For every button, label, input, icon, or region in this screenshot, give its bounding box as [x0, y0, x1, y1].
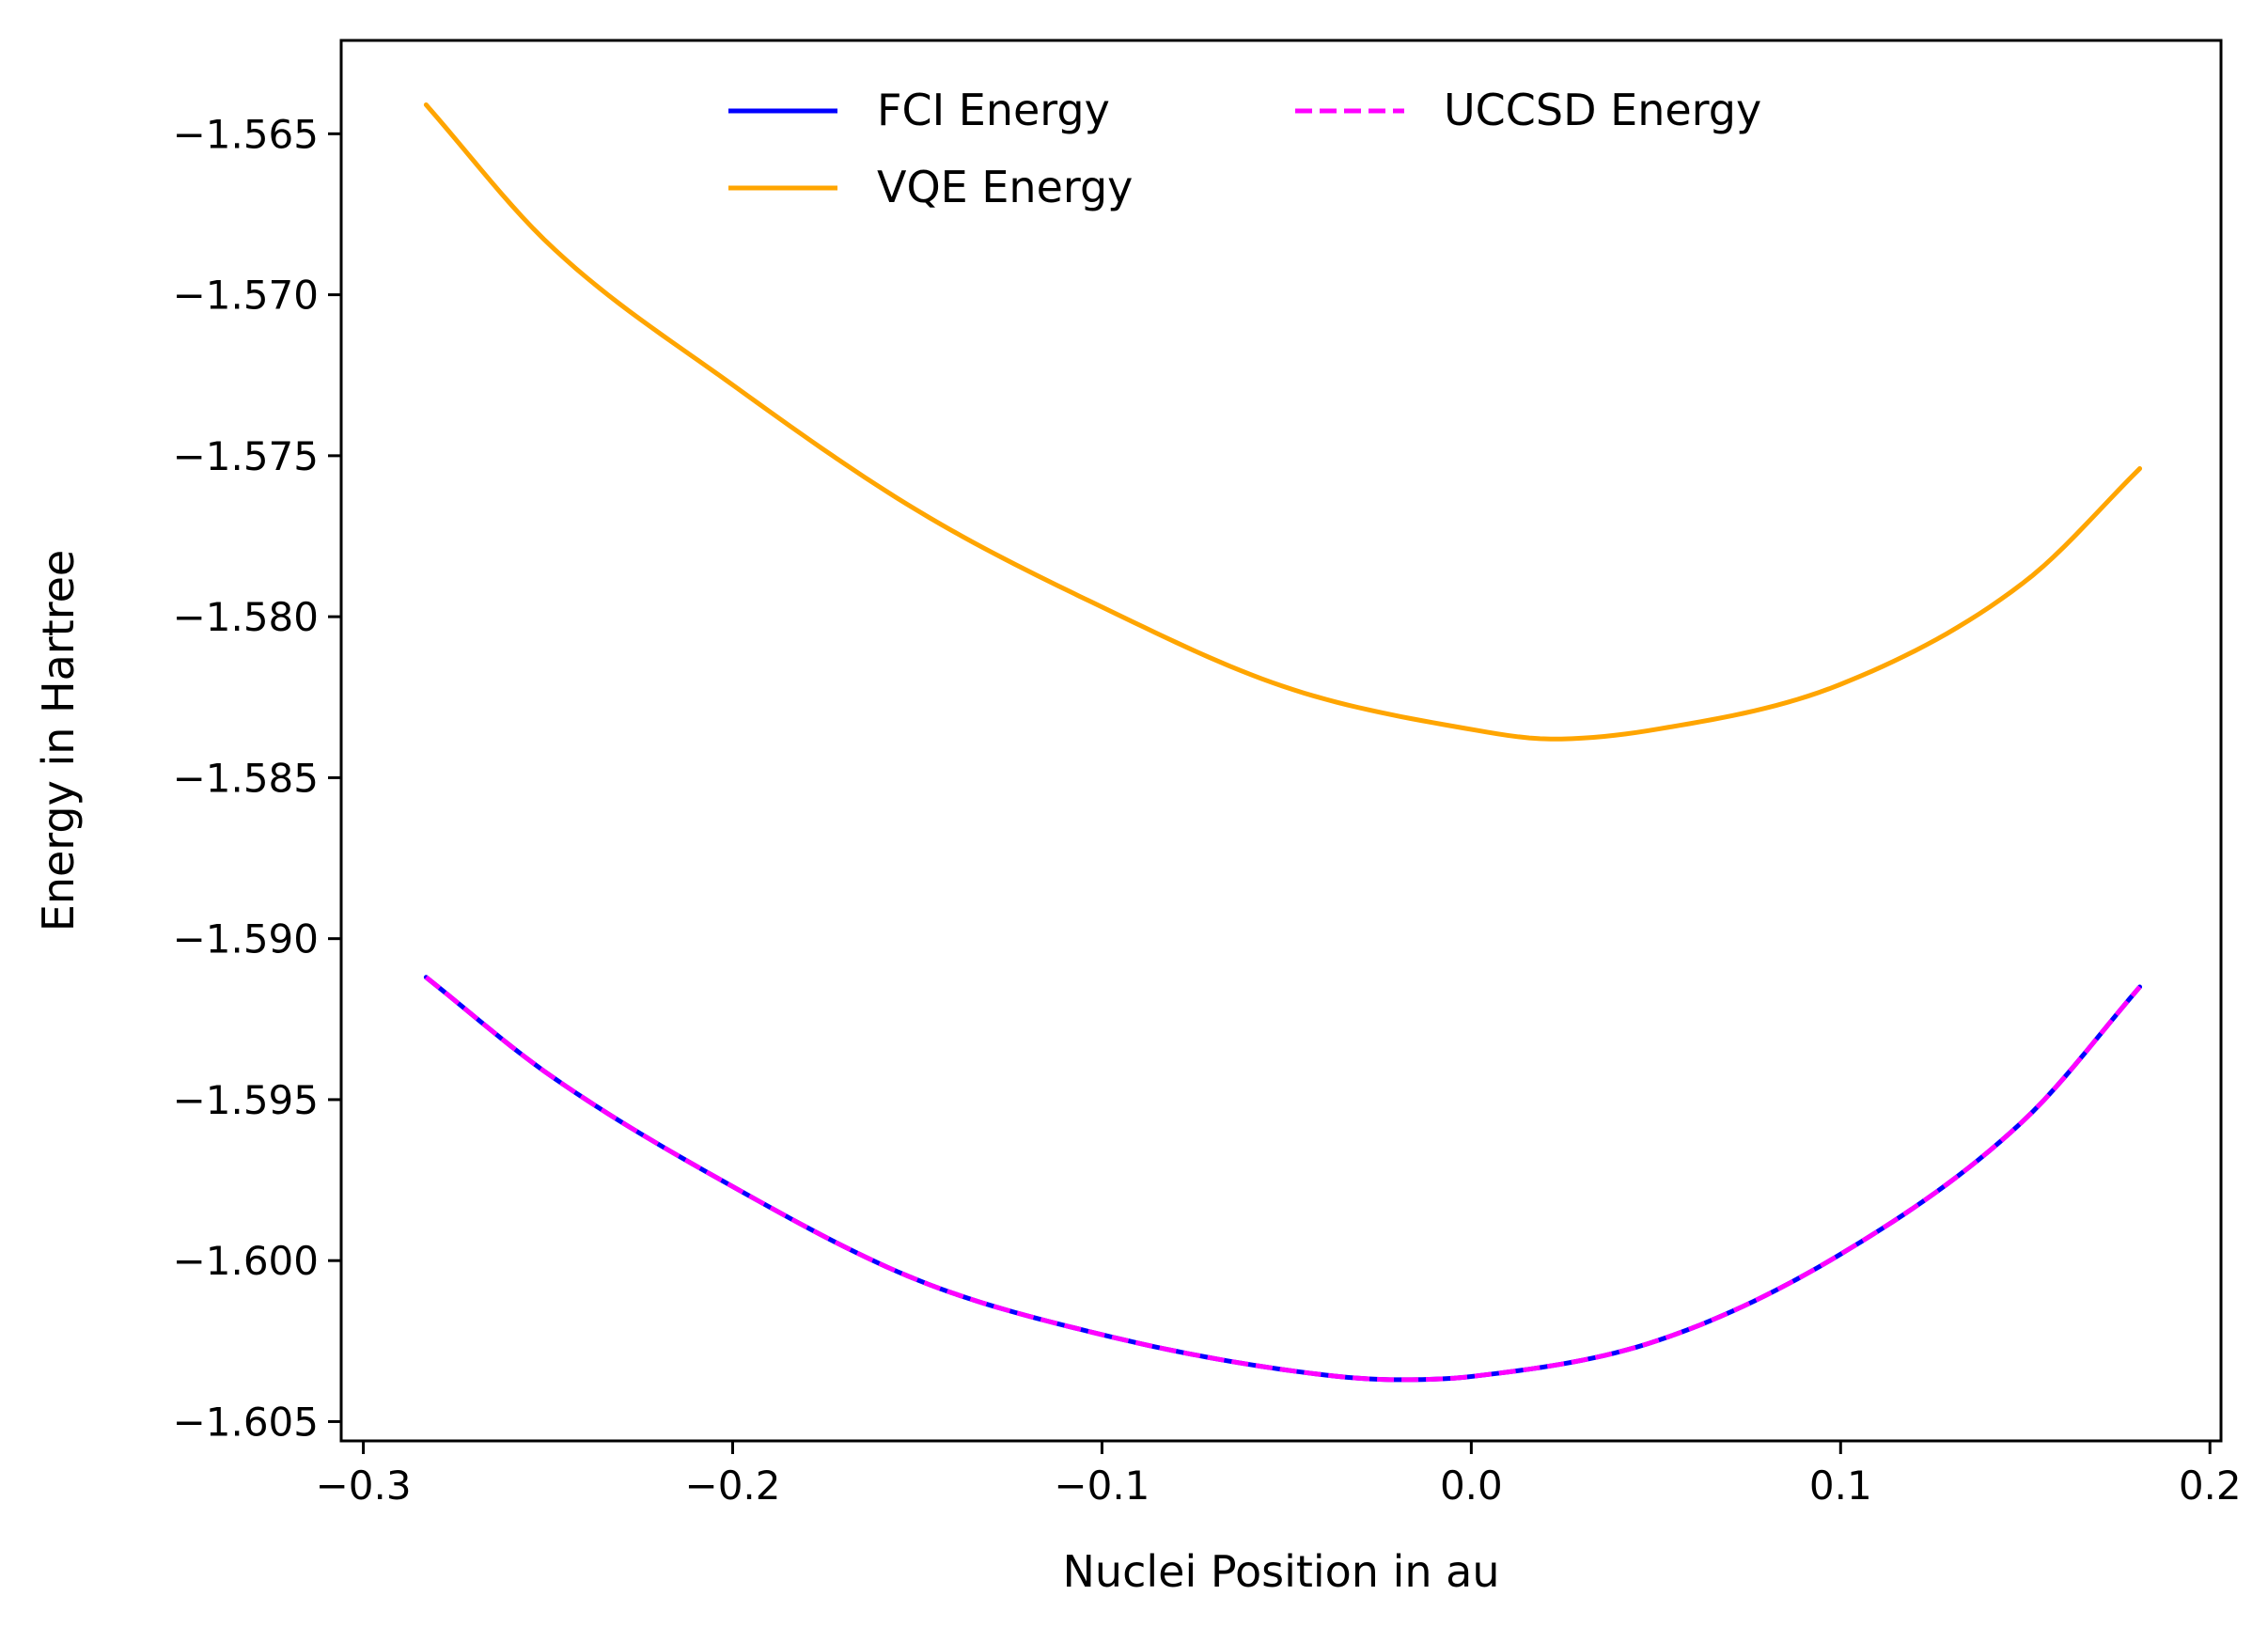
series-line-vqe-energy — [423, 102, 2143, 742]
y-tick-label: −1.595 — [173, 1077, 319, 1123]
x-tick-label: −0.1 — [1054, 1463, 1150, 1509]
y-axis-ticks: −1.565 −1.570 −1.575 −1.580 −1.585 −1.590 −1.5… — [173, 111, 341, 1445]
x-tick-label: 0.1 — [1809, 1463, 1872, 1509]
legend-label-fci-energy: FCI Energy — [877, 85, 1110, 135]
axes-frame — [339, 39, 2223, 1443]
x-axis-ticks: −0.3 −0.2 −0.1 0.0 0.1 0.2 — [316, 1441, 2242, 1509]
y-tick-label: −1.580 — [173, 594, 319, 640]
x-tick-label: −0.3 — [316, 1463, 412, 1509]
series-line-uccsd-energy — [424, 975, 2142, 1383]
series-line-fci-energy — [423, 975, 2143, 1383]
legend-label-vqe-energy: VQE Energy — [877, 162, 1133, 212]
x-tick-label: 0.2 — [2179, 1463, 2242, 1509]
y-tick-label: −1.605 — [173, 1399, 319, 1445]
y-tick-label: −1.575 — [173, 433, 319, 479]
x-axis-label: Nuclei Position in au — [1063, 1546, 1500, 1597]
y-tick-label: −1.600 — [173, 1238, 319, 1284]
plot-area — [423, 102, 2143, 1383]
y-tick-label: −1.585 — [173, 755, 319, 801]
legend-label-uccsd-energy: UCCSD Energy — [1444, 85, 1761, 135]
y-tick-label: −1.590 — [173, 916, 319, 962]
y-tick-label: −1.565 — [173, 111, 319, 157]
y-tick-label: −1.570 — [173, 273, 319, 319]
x-tick-label: 0.0 — [1440, 1463, 1503, 1509]
legend: FCI Energy VQE Energy UCCSD Energy — [728, 85, 1761, 212]
x-tick-label: −0.2 — [685, 1463, 781, 1509]
y-axis-label: Energy in Hartree — [33, 550, 84, 931]
